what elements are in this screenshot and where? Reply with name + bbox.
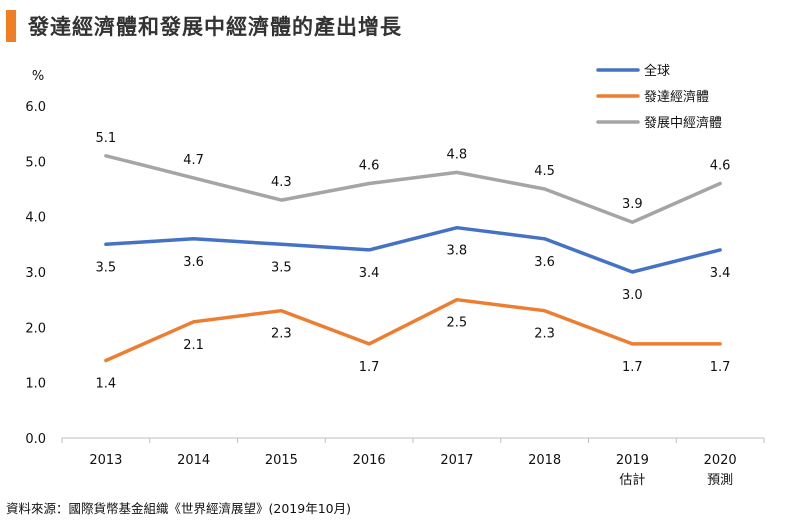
data-label: 3.5 [96, 260, 117, 275]
source-note: 資料來源：國際貨幣基金組織《世界經濟展望》(2019年10月) [6, 501, 351, 516]
data-label: 2.1 [183, 338, 204, 353]
series-line-1 [104, 297, 722, 363]
title-accent-bar [6, 10, 16, 42]
y-tick-label: 4.0 [25, 211, 46, 226]
data-label: 1.7 [359, 360, 380, 375]
header: 發達經濟體和發展中經濟體的產出增長 [6, 8, 402, 44]
x-tick-label: 2020 [704, 453, 737, 468]
line-chart: % 0.0 1.0 2.0 3.0 4.0 5.0 6.0 2013 2014 2015 2016 20… [25, 63, 765, 488]
data-label: 3.6 [183, 255, 204, 270]
series-line-2 [104, 154, 722, 224]
data-label: 2.3 [271, 327, 292, 342]
x-tick-label: 2018 [528, 453, 561, 468]
data-label: 3.4 [710, 266, 731, 281]
y-axis-unit-label: % [32, 69, 44, 84]
data-label: 5.1 [96, 131, 117, 146]
y-tick-label: 2.0 [25, 321, 46, 336]
data-label: 2.5 [447, 316, 468, 331]
x-tick-label: 2015 [265, 453, 298, 468]
y-tick-label: 0.0 [25, 432, 46, 447]
x-tick-label: 2019 [616, 453, 649, 468]
data-label: 4.7 [183, 153, 204, 168]
data-label: 2.3 [534, 327, 555, 342]
y-tick-label: 5.0 [25, 155, 46, 170]
data-label: 4.3 [271, 175, 292, 190]
x-tick-sublabel: 預測 [707, 473, 733, 488]
x-tick-label: 2013 [89, 453, 122, 468]
data-label: 3.0 [622, 288, 643, 303]
data-label: 4.6 [710, 158, 731, 173]
x-tick-sublabel: 估計 [619, 472, 645, 488]
data-label: 1.7 [710, 360, 731, 375]
data-label: 1.4 [96, 377, 117, 392]
data-label: 3.4 [359, 266, 380, 281]
data-label: 3.8 [447, 244, 468, 259]
data-label: 3.5 [271, 260, 292, 275]
y-tick-label: 3.0 [25, 266, 46, 281]
x-tick-label: 2017 [440, 453, 473, 468]
data-label: 4.8 [447, 147, 468, 162]
x-tick-label: 2016 [353, 453, 386, 468]
data-label: 3.9 [622, 197, 643, 212]
x-tick-label: 2014 [177, 453, 210, 468]
legend-label: 發達經濟體 [644, 89, 709, 105]
series-line-0 [104, 225, 722, 274]
legend-label: 發展中經濟體 [644, 115, 722, 131]
data-label: 4.6 [359, 158, 380, 173]
data-label: 4.5 [534, 164, 555, 179]
page-title: 發達經濟體和發展中經濟體的產出增長 [28, 15, 402, 39]
y-tick-label: 1.0 [25, 377, 46, 392]
y-tick-label: 6.0 [25, 100, 46, 115]
data-label: 3.6 [534, 255, 555, 270]
data-label: 1.7 [622, 360, 643, 375]
legend-label: 全球 [644, 63, 670, 79]
